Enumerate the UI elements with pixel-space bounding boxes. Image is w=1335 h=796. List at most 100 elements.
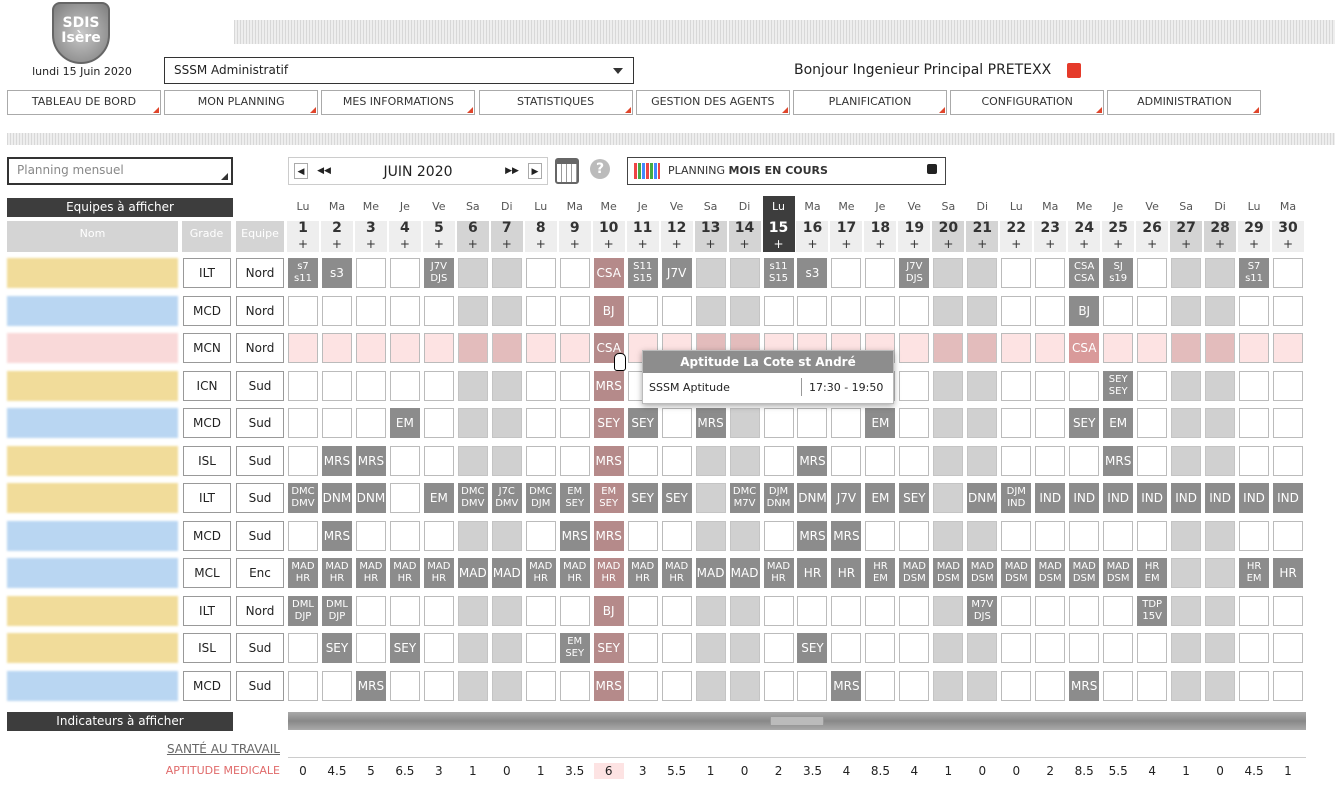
cell[interactable]: IND: [1205, 483, 1236, 513]
cell[interactable]: [661, 633, 692, 663]
cell[interactable]: [1273, 633, 1303, 663]
cell[interactable]: [1205, 333, 1236, 363]
cell[interactable]: [1239, 370, 1270, 401]
cell[interactable]: [729, 520, 760, 551]
cell[interactable]: [1069, 520, 1100, 551]
cell[interactable]: [933, 445, 964, 476]
cell[interactable]: [729, 408, 760, 438]
cell[interactable]: [899, 295, 930, 326]
cell[interactable]: HR: [831, 558, 862, 588]
cell[interactable]: [831, 258, 862, 288]
planning-mode[interactable]: PLANNING MOIS EN COURS: [627, 157, 946, 185]
cell[interactable]: CSA: [1069, 333, 1100, 363]
add-button[interactable]: +: [501, 237, 512, 251]
cell[interactable]: [288, 408, 318, 438]
cell[interactable]: [1273, 670, 1303, 701]
cell[interactable]: J7V DJS: [899, 258, 930, 288]
cell[interactable]: [1205, 258, 1236, 288]
cell[interactable]: [933, 520, 964, 551]
cell[interactable]: EM: [423, 483, 454, 513]
cell[interactable]: MAD: [695, 558, 726, 588]
cell[interactable]: [1205, 558, 1236, 588]
cell[interactable]: SEY: [389, 633, 420, 663]
cell[interactable]: [865, 295, 896, 326]
add-button[interactable]: +: [1045, 237, 1056, 251]
cell[interactable]: [491, 670, 522, 701]
cell[interactable]: [1001, 595, 1032, 626]
add-button[interactable]: +: [977, 237, 988, 251]
cell[interactable]: [1035, 295, 1066, 326]
add-button[interactable]: +: [875, 237, 886, 251]
add-button[interactable]: +: [1079, 237, 1090, 251]
cell[interactable]: [491, 333, 522, 363]
cell[interactable]: MAD DSM: [1001, 558, 1032, 588]
cell[interactable]: DJM IND: [1001, 483, 1032, 513]
cell[interactable]: [525, 445, 556, 476]
add-button[interactable]: +: [1113, 237, 1124, 251]
cell[interactable]: [1069, 595, 1100, 626]
cell[interactable]: MRS: [559, 520, 590, 551]
cell[interactable]: [389, 258, 420, 288]
cell[interactable]: BJ: [593, 595, 624, 626]
cell[interactable]: J7V: [661, 258, 692, 288]
cell[interactable]: [321, 670, 352, 701]
cell[interactable]: MAD HR: [763, 558, 794, 588]
add-button[interactable]: +: [671, 237, 682, 251]
cell[interactable]: [695, 483, 726, 513]
cell[interactable]: [1137, 445, 1168, 476]
cell[interactable]: [1137, 633, 1168, 663]
cell[interactable]: MAD HR: [321, 558, 352, 588]
cell[interactable]: DMC M7V: [729, 483, 760, 513]
cell[interactable]: [1103, 670, 1134, 701]
cell[interactable]: [355, 295, 386, 326]
cell[interactable]: MAD HR: [627, 558, 658, 588]
cell[interactable]: [491, 258, 522, 288]
cell[interactable]: [1001, 333, 1032, 363]
cell[interactable]: IND: [1103, 483, 1134, 513]
cell[interactable]: [1273, 520, 1303, 551]
cell[interactable]: DNM: [797, 483, 828, 513]
view-select[interactable]: Planning mensuel: [7, 157, 233, 185]
cell[interactable]: [797, 670, 828, 701]
cell[interactable]: [389, 295, 420, 326]
cell[interactable]: [627, 445, 658, 476]
cell[interactable]: CSA CSA: [1069, 258, 1100, 288]
add-button[interactable]: +: [1249, 237, 1260, 251]
cell[interactable]: [865, 633, 896, 663]
calendar-icon[interactable]: [555, 158, 579, 184]
cell[interactable]: SEY: [627, 483, 658, 513]
cell[interactable]: [1001, 520, 1032, 551]
cell[interactable]: MAD HR: [355, 558, 386, 588]
cell[interactable]: [1273, 595, 1303, 626]
cell[interactable]: MAD DSM: [1035, 558, 1066, 588]
cell[interactable]: [559, 445, 590, 476]
cell[interactable]: [525, 520, 556, 551]
add-button[interactable]: +: [739, 237, 750, 251]
nav-item[interactable]: ADMINISTRATION: [1107, 90, 1262, 115]
cell[interactable]: [763, 670, 794, 701]
service-select[interactable]: SSSM Administratif: [164, 57, 634, 84]
cell[interactable]: [491, 408, 522, 438]
cell[interactable]: [695, 670, 726, 701]
cell[interactable]: [355, 633, 386, 663]
cell[interactable]: [1273, 370, 1303, 401]
cell[interactable]: [559, 408, 590, 438]
cell[interactable]: IND: [1239, 483, 1270, 513]
add-button[interactable]: +: [433, 237, 444, 251]
cell[interactable]: [899, 370, 930, 401]
cell[interactable]: MAD HR: [525, 558, 556, 588]
cell[interactable]: [831, 295, 862, 326]
cell[interactable]: [865, 520, 896, 551]
cell[interactable]: [1205, 520, 1236, 551]
cell[interactable]: [1171, 670, 1202, 701]
cell[interactable]: [899, 333, 930, 363]
add-button[interactable]: +: [297, 237, 309, 251]
cell[interactable]: EM: [865, 408, 896, 438]
cell[interactable]: [695, 520, 726, 551]
add-button[interactable]: +: [331, 237, 342, 251]
prev-button[interactable]: ◀: [294, 163, 308, 179]
cell[interactable]: [423, 408, 454, 438]
cell[interactable]: MAD HR: [423, 558, 454, 588]
cell[interactable]: [457, 258, 488, 288]
cell[interactable]: [831, 633, 862, 663]
